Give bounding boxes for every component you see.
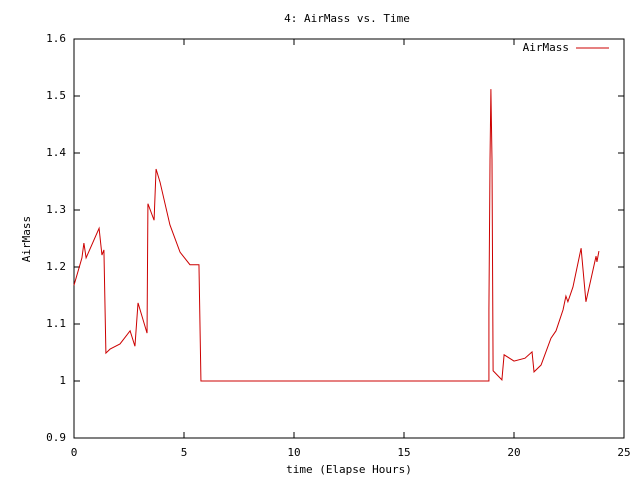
x-tick-label: 15 <box>397 446 410 459</box>
x-tick-label: 25 <box>617 446 630 459</box>
y-axis-label: AirMass <box>20 216 33 262</box>
y-tick-label: 1.5 <box>46 89 66 102</box>
y-tick-label: 1.3 <box>46 203 66 216</box>
chart-title: 4: AirMass vs. Time <box>284 12 410 25</box>
x-tick-label: 20 <box>507 446 520 459</box>
y-tick-label: 0.9 <box>46 431 66 444</box>
legend-label: AirMass <box>523 41 569 54</box>
x-axis-label: time (Elapse Hours) <box>286 463 412 476</box>
data-line <box>73 89 600 382</box>
x-tick-label: 5 <box>181 446 188 459</box>
y-tick-label: 1.1 <box>46 317 66 330</box>
y-tick-label: 1.6 <box>46 32 66 45</box>
y-tick-label: 1.2 <box>46 260 66 273</box>
y-tick-label: 1.4 <box>46 146 66 159</box>
x-tick-label: 10 <box>287 446 300 459</box>
plot-frame <box>73 38 625 439</box>
y-tick-label: 1 <box>59 374 66 387</box>
x-tick-label: 0 <box>71 446 78 459</box>
